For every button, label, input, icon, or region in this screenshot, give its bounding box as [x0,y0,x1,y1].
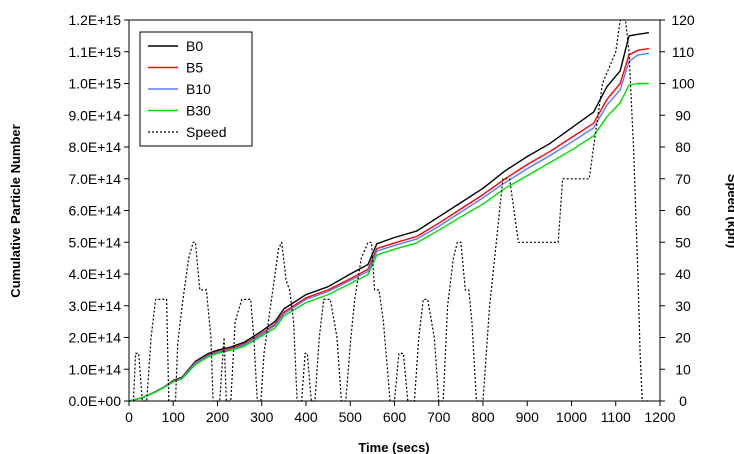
x-tick-label: 500 [339,409,363,425]
x-tick-label: 800 [471,409,495,425]
legend-label: Speed [186,124,226,140]
legend-label: B0 [186,38,203,54]
y-tick-label: 1.0E+15 [68,76,121,92]
series-line-speed [129,19,649,402]
legend-label: B5 [186,60,203,76]
y2-tick-label: 30 [675,298,691,314]
y2-tick-label: 0 [679,393,687,409]
y-tick-label: 0.0E+00 [68,393,121,409]
x-tick-label: 200 [206,409,230,425]
y2-tick-label: 100 [671,76,695,92]
x-tick-label: 300 [250,409,274,425]
y-tick-label: 7.0E+14 [68,171,121,187]
x-tick-label: 0 [125,409,133,425]
x-tick-label: 600 [383,409,407,425]
y2-tick-label: 60 [675,203,691,219]
ticks-layer: 0 100 200 300 400 500 600 700 800 900 1000 1100 1200… [68,12,694,425]
y-tick-label: 5.0E+14 [68,234,121,250]
y2-tick-label: 10 [675,361,691,377]
y2-tick-label: 40 [675,266,691,282]
y-tick-label: 1.1E+15 [68,44,121,60]
y-tick-label: 2.0E+14 [68,330,121,346]
y-axis-title: Cumulative Particle Number [8,124,23,297]
y-tick-label: 9.0E+14 [68,107,121,123]
series-line-b30 [128,82,649,402]
x-tick-label: 1200 [644,409,675,425]
y2-tick-label: 90 [675,107,691,123]
y-tick-label: 4.0E+14 [68,266,121,282]
legend-label: B30 [186,103,211,119]
x-tick-label: 100 [162,409,186,425]
y-tick-label: 1.0E+14 [68,361,121,377]
series-layer [128,19,650,402]
x-tick-label: 700 [427,409,451,425]
y2-axis-title: Speed (kph) [725,174,734,248]
series-line-b10 [128,52,650,402]
x-axis-title: Time (secs) [358,440,429,454]
x-tick-label: 1000 [556,409,587,425]
y2-tick-label: 20 [675,330,691,346]
legend-label: B10 [186,81,211,97]
y-tick-label: 6.0E+14 [68,203,121,219]
y2-tick-label: 120 [671,12,695,28]
y2-tick-label: 110 [672,44,695,60]
y2-tick-label: 70 [675,171,691,187]
x-tick-label: 900 [516,409,540,425]
y-tick-label: 3.0E+14 [68,298,121,314]
y-tick-label: 8.0E+14 [68,139,121,155]
y-tick-label: 1.2E+15 [68,12,121,28]
legend: B0 B5 B10 B30 Speed [139,31,253,147]
y2-tick-label: 50 [675,234,691,250]
x-tick-label: 1100 [601,409,631,425]
x-tick-label: 400 [294,409,318,425]
y2-tick-label: 80 [675,139,691,155]
